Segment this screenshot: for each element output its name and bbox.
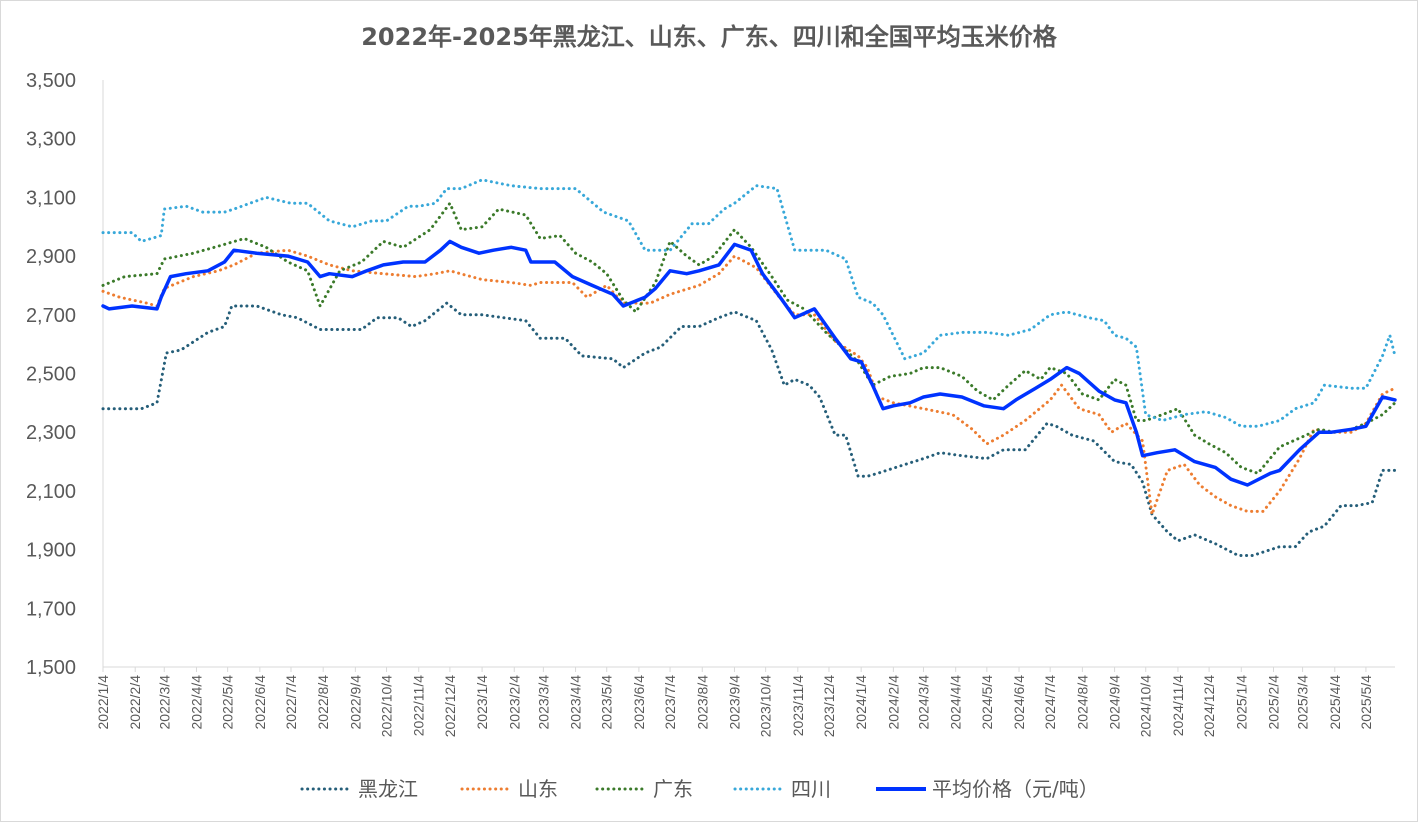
x-tick-label: 2022/8/4 xyxy=(315,675,331,730)
y-tick-label: 3,300 xyxy=(26,129,76,151)
y-tick-label: 1,500 xyxy=(26,657,76,679)
x-tick-label: 2022/3/4 xyxy=(156,675,172,730)
x-tick-label: 2024/2/4 xyxy=(885,675,901,730)
x-tick-label: 2024/3/4 xyxy=(915,675,931,730)
legend: 黑龙江 山东 广东 四川 平均价格（元/吨） xyxy=(300,777,1099,801)
x-tick-label: 2025/1/4 xyxy=(1233,675,1249,730)
x-tick-label: 2023/6/4 xyxy=(631,675,647,730)
y-tick-label: 2,100 xyxy=(26,481,76,503)
x-tick-label: 2023/9/4 xyxy=(726,675,742,730)
x-tick-label: 2022/9/4 xyxy=(347,675,363,730)
x-axis-ticks xyxy=(102,667,1367,672)
x-tick-label: 2023/10/4 xyxy=(758,675,774,737)
series-lines xyxy=(101,178,1397,557)
x-tick-label: 2023/7/4 xyxy=(662,675,678,730)
x-tick-label: 2022/1/4 xyxy=(95,675,111,730)
x-tick-label: 2024/1/4 xyxy=(853,675,869,730)
x-tick-label: 2022/11/4 xyxy=(411,675,427,736)
x-tick-label: 2023/2/4 xyxy=(506,675,522,730)
legend-label: 四川 xyxy=(791,777,831,801)
x-tick-label: 2025/5/4 xyxy=(1358,675,1374,730)
x-tick-label: 2023/8/4 xyxy=(694,675,710,730)
series-line-广东 xyxy=(101,201,1397,475)
x-tick-label: 2024/4/4 xyxy=(948,675,964,730)
x-axis-labels: 2022/1/4 2022/2/4 2022/3/4 2022/4/4 2022/5/4… xyxy=(95,675,1374,738)
series-line-四川 xyxy=(101,178,1397,428)
x-tick-label: 2022/10/4 xyxy=(379,675,395,737)
x-tick-label: 2023/1/4 xyxy=(474,675,490,730)
chart-title: 2022年-2025年黑龙江、山东、广东、四川和全国平均玉米价格 xyxy=(361,23,1058,51)
x-tick-label: 2022/6/4 xyxy=(252,675,268,730)
x-tick-label: 2024/10/4 xyxy=(1138,675,1154,737)
y-tick-label: 2,900 xyxy=(26,246,76,268)
legend-label: 广东 xyxy=(653,777,693,801)
x-tick-label: 2023/3/4 xyxy=(535,675,551,730)
series-line-山东 xyxy=(101,248,1397,516)
y-tick-label: 1,700 xyxy=(26,598,76,620)
x-tick-label: 2025/4/4 xyxy=(1327,675,1343,730)
x-tick-label: 2022/7/4 xyxy=(283,675,299,730)
y-tick-label: 2,500 xyxy=(26,364,76,386)
x-tick-label: 2025/2/4 xyxy=(1265,675,1281,730)
x-tick-label: 2023/12/4 xyxy=(821,675,837,737)
x-tick-label: 2022/4/4 xyxy=(188,675,204,730)
y-tick-label: 3,500 xyxy=(26,70,76,92)
series-line-平均价格（元/吨） xyxy=(101,239,1397,487)
x-tick-label: 2023/11/4 xyxy=(790,675,806,736)
x-tick-label: 2024/11/4 xyxy=(1170,675,1186,736)
x-tick-label: 2022/12/4 xyxy=(442,675,458,737)
series-line-黑龙江 xyxy=(101,301,1397,557)
legend-label: 平均价格（元/吨） xyxy=(932,777,1099,801)
x-tick-label: 2024/5/4 xyxy=(979,675,995,730)
legend-label: 黑龙江 xyxy=(358,777,418,801)
y-tick-label: 2,700 xyxy=(26,305,76,327)
x-tick-label: 2024/8/4 xyxy=(1074,675,1090,730)
y-tick-label: 3,100 xyxy=(26,187,76,209)
y-tick-label: 1,900 xyxy=(26,540,76,562)
x-tick-label: 2024/9/4 xyxy=(1107,675,1123,730)
x-tick-label: 2022/5/4 xyxy=(220,675,236,730)
x-tick-label: 2023/4/4 xyxy=(568,675,584,730)
x-tick-label: 2024/7/4 xyxy=(1042,675,1058,730)
x-tick-label: 2024/12/4 xyxy=(1201,675,1217,737)
x-tick-label: 2025/3/4 xyxy=(1295,675,1311,730)
y-axis-labels: 1,500 1,700 1,900 2,100 2,300 2,500 2,700 2,900… xyxy=(26,70,76,679)
x-tick-label: 2022/2/4 xyxy=(127,675,143,730)
y-tick-label: 2,300 xyxy=(26,422,76,444)
legend-label: 山东 xyxy=(518,777,558,801)
x-tick-label: 2024/6/4 xyxy=(1011,675,1027,730)
x-tick-label: 2023/5/4 xyxy=(599,675,615,730)
